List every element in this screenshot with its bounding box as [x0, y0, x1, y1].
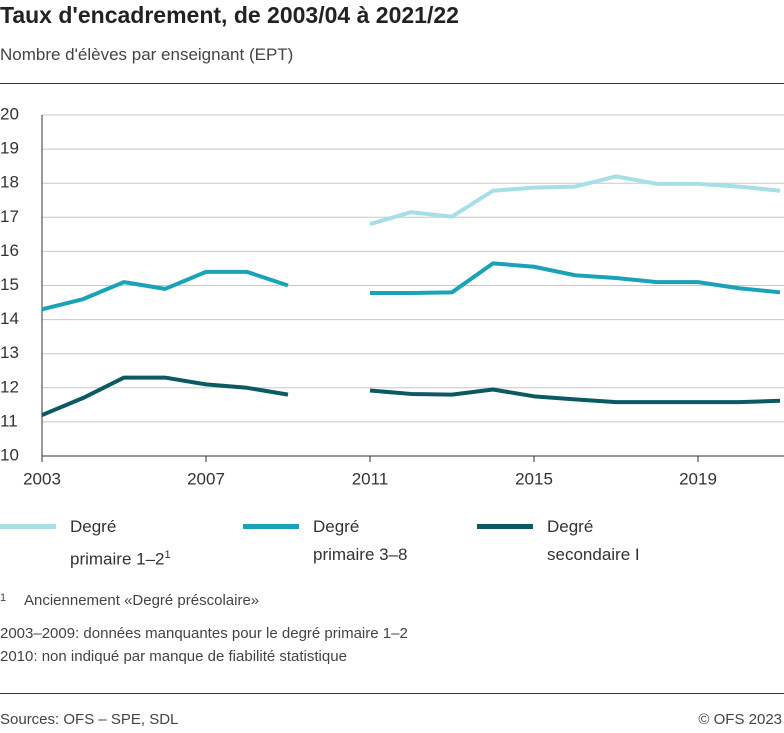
line	[369, 174, 781, 227]
legend-text: Degré primaire 3–8	[313, 517, 408, 564]
legend-swatch	[0, 524, 56, 529]
y-tick-label: 20	[0, 104, 19, 123]
note: 2003–2009: données manquantes pour le de…	[0, 625, 408, 642]
y-tick-label: 11	[0, 411, 18, 430]
y-tick-label: 17	[0, 207, 19, 226]
legend-swatch	[243, 524, 299, 529]
x-tick-label: 2015	[515, 469, 553, 488]
rule	[0, 693, 784, 694]
chart: 10 11 12 13 14 15 16 17 18 19 20 2003 2007 2011 2015 20…	[0, 104, 784, 488]
legend-text: Degré primaire 1–2	[70, 517, 165, 569]
footnote: Anciennement «Degré préscolaire»	[24, 592, 260, 609]
note: 2010: non indiqué par manque de fiabilit…	[0, 648, 347, 665]
y-tick-label: 10	[0, 445, 19, 464]
y-tick-label: 16	[0, 241, 19, 260]
rule	[0, 83, 784, 84]
legend-label: Degré primaire 1–21	[70, 513, 174, 574]
source: Sources: OFS – SPE, SDL	[0, 711, 179, 728]
legend-label: Degré secondaire I	[547, 513, 651, 569]
y-tick-label: 13	[0, 343, 19, 362]
x-tick-label: 2007	[187, 469, 225, 488]
line	[41, 375, 781, 417]
legend-label: Degré primaire 3–8	[313, 513, 417, 569]
y-tick-label: 19	[0, 139, 19, 158]
line	[41, 261, 781, 312]
legend-item: Degré primaire 3–8	[243, 513, 417, 569]
x-tick-label: 2019	[679, 469, 717, 488]
y-tick-label: 18	[0, 173, 19, 192]
legend-text: Degré secondaire I	[547, 517, 640, 564]
y-tick-label: 12	[0, 377, 19, 396]
y-tick-label: 15	[0, 275, 19, 294]
footnote-marker: 1	[0, 592, 7, 604]
footnote-marker: 1	[164, 549, 171, 561]
legend-item: Degré secondaire I	[477, 513, 651, 569]
chart-title: Taux d'encadrement, de 2003/04 à 2021/22	[0, 2, 459, 28]
copyright: © OFS 2023	[698, 711, 782, 728]
x-tick-label: 2003	[23, 469, 61, 488]
x-tick-label: 2011	[352, 469, 389, 488]
y-tick-label: 14	[0, 309, 19, 328]
legend-item: Degré primaire 1–21	[0, 513, 174, 574]
legend-swatch	[477, 524, 533, 529]
chart-subtitle: Nombre d'élèves par enseignant (EPT)	[0, 45, 294, 64]
